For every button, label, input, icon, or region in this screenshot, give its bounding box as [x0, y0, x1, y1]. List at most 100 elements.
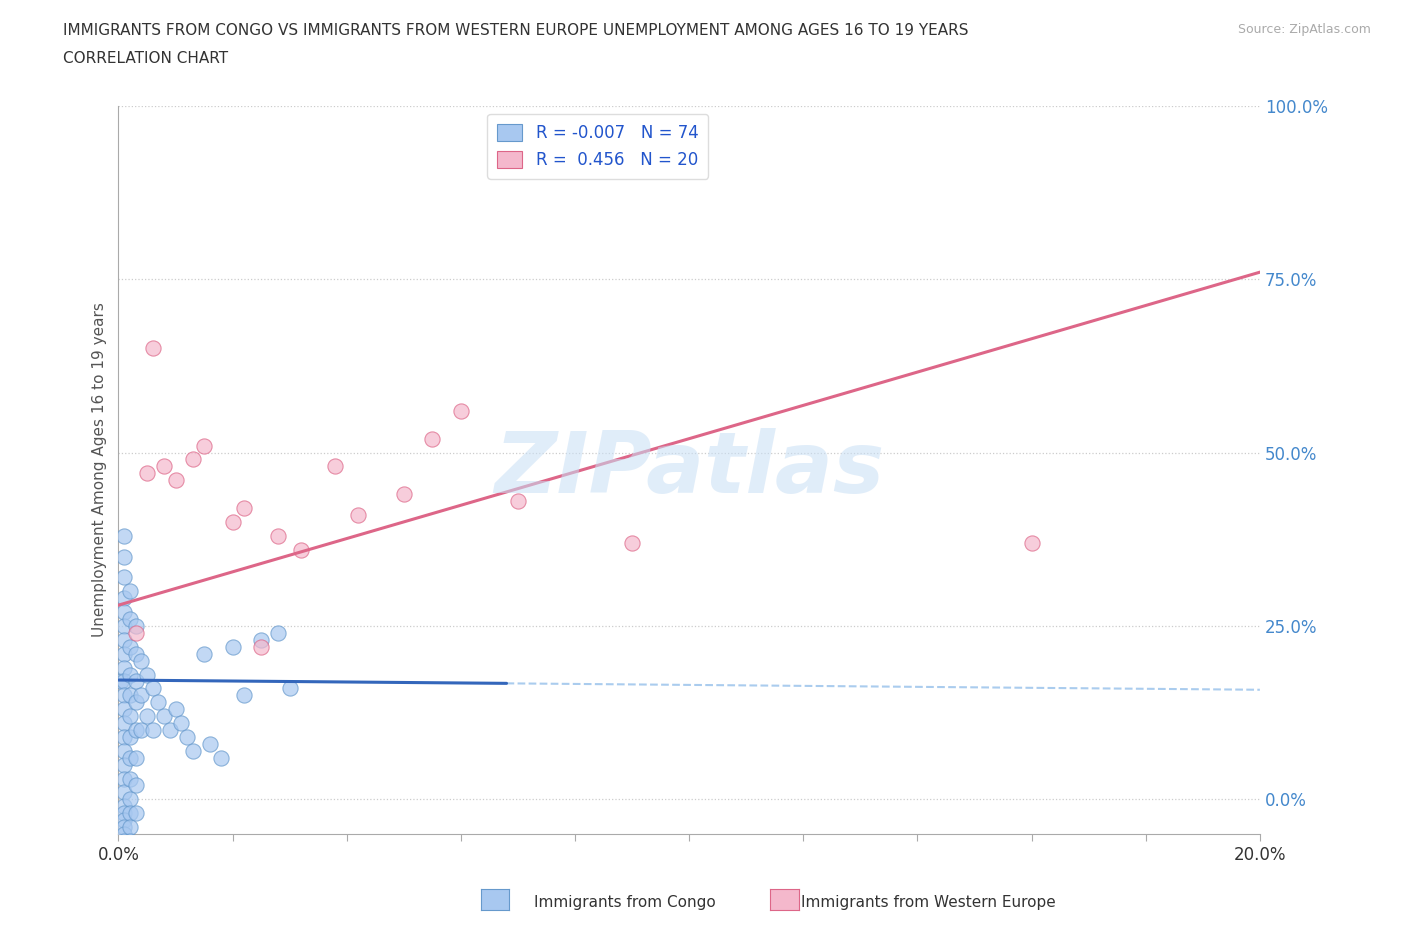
Point	[112, 674, 135, 689]
Point	[118, 612, 141, 627]
Point	[278, 681, 301, 696]
Point	[153, 459, 176, 474]
Point	[112, 618, 135, 633]
Point	[142, 341, 165, 356]
Point	[112, 715, 135, 730]
Point	[136, 466, 159, 481]
Point	[124, 751, 146, 765]
Point	[250, 632, 273, 647]
Y-axis label: Unemployment Among Ages 16 to 19 years: Unemployment Among Ages 16 to 19 years	[93, 302, 107, 637]
Point	[112, 869, 135, 883]
Point	[118, 639, 141, 654]
Point	[221, 514, 243, 529]
Point	[112, 591, 135, 605]
Point	[124, 723, 146, 737]
Point	[176, 729, 198, 744]
Point	[233, 500, 256, 515]
Point	[118, 792, 141, 807]
Text: Immigrants from Western Europe: Immigrants from Western Europe	[801, 895, 1056, 910]
Point	[347, 508, 370, 523]
Point	[112, 646, 135, 661]
Point	[118, 819, 141, 834]
Text: ZIPatlas: ZIPatlas	[494, 429, 884, 512]
Point	[112, 855, 135, 870]
Point	[267, 626, 290, 641]
Point	[1021, 536, 1043, 551]
Point	[118, 667, 141, 682]
Point	[112, 757, 135, 772]
Point	[420, 432, 443, 446]
Point	[129, 688, 152, 703]
Point	[112, 785, 135, 800]
Point	[450, 404, 472, 418]
Point	[112, 549, 135, 564]
Point	[129, 723, 152, 737]
Point	[118, 709, 141, 724]
Point	[129, 653, 152, 668]
Point	[112, 771, 135, 786]
Point	[118, 751, 141, 765]
Text: Immigrants from Congo: Immigrants from Congo	[534, 895, 716, 910]
Point	[110, 674, 132, 689]
Point	[118, 847, 141, 862]
Point	[112, 799, 135, 814]
Point	[181, 452, 204, 467]
Point	[221, 639, 243, 654]
Point	[621, 536, 644, 551]
Point	[392, 486, 415, 501]
Legend: R = -0.007   N = 74, R =  0.456   N = 20: R = -0.007 N = 74, R = 0.456 N = 20	[488, 114, 709, 179]
Point	[112, 819, 135, 834]
Point	[112, 861, 135, 876]
Point	[142, 723, 165, 737]
Text: CORRELATION CHART: CORRELATION CHART	[63, 51, 228, 66]
Point	[506, 494, 529, 509]
Point	[124, 805, 146, 820]
Point	[112, 604, 135, 619]
Point	[193, 646, 215, 661]
Point	[118, 688, 141, 703]
Point	[170, 715, 193, 730]
Point	[124, 618, 146, 633]
Point	[118, 584, 141, 599]
Point	[112, 702, 135, 717]
Point	[124, 674, 146, 689]
Point	[112, 688, 135, 703]
Point	[323, 459, 346, 474]
Point	[165, 702, 187, 717]
Point	[112, 528, 135, 543]
Point	[112, 841, 135, 856]
Point	[112, 813, 135, 828]
Point	[124, 626, 146, 641]
Point	[159, 723, 181, 737]
Point	[233, 688, 256, 703]
Point	[250, 639, 273, 654]
Point	[136, 709, 159, 724]
Point	[118, 805, 141, 820]
Point	[112, 827, 135, 842]
Point	[112, 805, 135, 820]
Point	[112, 570, 135, 585]
Point	[124, 778, 146, 793]
Point	[124, 646, 146, 661]
Point	[112, 847, 135, 862]
Point	[112, 729, 135, 744]
Text: Source: ZipAtlas.com: Source: ZipAtlas.com	[1237, 23, 1371, 36]
Point	[112, 660, 135, 675]
Point	[148, 695, 170, 710]
Point	[118, 729, 141, 744]
Point	[124, 695, 146, 710]
Point	[165, 472, 187, 487]
Point	[142, 681, 165, 696]
Point	[193, 438, 215, 453]
Point	[198, 737, 221, 751]
Point	[118, 833, 141, 848]
Point	[136, 667, 159, 682]
Point	[112, 743, 135, 758]
Point	[209, 751, 232, 765]
Point	[118, 771, 141, 786]
Text: IMMIGRANTS FROM CONGO VS IMMIGRANTS FROM WESTERN EUROPE UNEMPLOYMENT AMONG AGES : IMMIGRANTS FROM CONGO VS IMMIGRANTS FROM…	[63, 23, 969, 38]
Point	[290, 542, 312, 557]
Point	[112, 833, 135, 848]
Point	[153, 709, 176, 724]
Point	[267, 528, 290, 543]
